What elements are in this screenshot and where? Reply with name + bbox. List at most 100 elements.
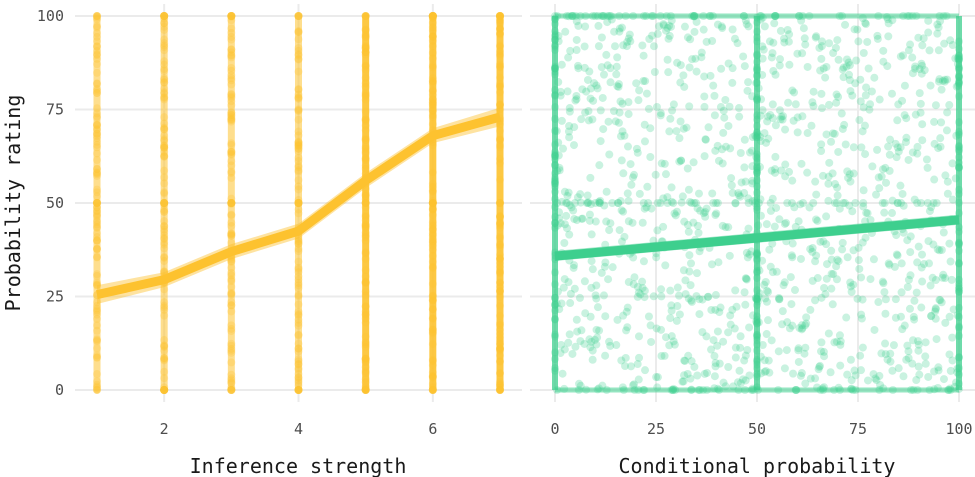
data-point xyxy=(872,190,881,199)
data-point xyxy=(620,232,629,241)
data-point xyxy=(746,148,755,157)
data-point xyxy=(619,207,628,216)
data-point xyxy=(833,255,842,264)
data-point xyxy=(835,331,844,340)
x-tick-label: 0 xyxy=(550,420,559,438)
data-point xyxy=(778,320,787,329)
data-point xyxy=(675,291,684,300)
data-point xyxy=(724,59,733,68)
data-point xyxy=(762,220,771,229)
data-point xyxy=(686,374,695,383)
data-point xyxy=(772,267,781,276)
data-point xyxy=(696,206,705,215)
data-point xyxy=(946,257,955,266)
data-point xyxy=(574,61,583,70)
data-point xyxy=(764,288,773,297)
data-point xyxy=(771,70,780,79)
data-point xyxy=(680,82,689,91)
data-point xyxy=(693,371,702,380)
data-point xyxy=(556,91,565,100)
data-point xyxy=(758,256,767,265)
data-point xyxy=(817,89,826,98)
data-point xyxy=(829,270,838,279)
data-point xyxy=(762,297,771,306)
data-point xyxy=(872,376,881,385)
data-point xyxy=(707,305,716,314)
data-point xyxy=(634,375,643,384)
data-point xyxy=(822,240,831,249)
data-point xyxy=(787,251,796,260)
data-point xyxy=(699,209,708,218)
data-point xyxy=(668,106,677,115)
data-point xyxy=(833,191,842,200)
data-point xyxy=(817,146,826,155)
data-point xyxy=(923,199,932,207)
data-point xyxy=(811,33,820,42)
data-point xyxy=(935,295,944,304)
left-x-tick-labels: 2 4 6 xyxy=(160,420,438,438)
data-point xyxy=(839,199,848,207)
data-point xyxy=(892,231,901,240)
data-point xyxy=(904,155,913,164)
data-point xyxy=(934,23,943,32)
data-point xyxy=(819,64,828,73)
data-point xyxy=(909,336,918,345)
data-point xyxy=(778,115,787,124)
data-point xyxy=(899,372,908,381)
data-point xyxy=(843,167,852,176)
data-point xyxy=(736,343,745,352)
data-point xyxy=(863,376,872,385)
data-point xyxy=(712,209,721,218)
data-point xyxy=(836,337,845,346)
data-point xyxy=(646,153,655,162)
data-point xyxy=(585,67,594,76)
data-point xyxy=(881,350,890,359)
data-point xyxy=(557,116,566,125)
data-point xyxy=(861,91,870,100)
data-point xyxy=(736,192,745,201)
data-point xyxy=(912,288,921,297)
data-point xyxy=(633,282,642,291)
data-point xyxy=(734,104,743,113)
data-point xyxy=(687,199,696,207)
data-point xyxy=(578,214,587,223)
data-point xyxy=(931,101,940,110)
data-point xyxy=(889,341,898,350)
data-point xyxy=(625,30,634,39)
data-point xyxy=(727,174,736,183)
data-point xyxy=(828,129,837,138)
data-point xyxy=(936,296,945,305)
data-point xyxy=(918,136,927,145)
data-point xyxy=(913,199,922,207)
data-point xyxy=(805,203,814,212)
data-point xyxy=(587,337,596,346)
data-point xyxy=(777,166,786,175)
data-point xyxy=(857,366,866,375)
data-point xyxy=(604,117,613,126)
data-point xyxy=(784,98,793,107)
data-point xyxy=(847,287,856,296)
data-point xyxy=(562,199,571,207)
data-point xyxy=(920,260,929,269)
data-point xyxy=(761,294,770,303)
data-point xyxy=(726,144,735,153)
data-point xyxy=(621,362,630,371)
data-point xyxy=(641,366,650,375)
data-point xyxy=(632,144,641,153)
data-point xyxy=(661,261,670,270)
data-point xyxy=(676,61,685,70)
data-point xyxy=(736,332,745,341)
data-point xyxy=(685,102,694,111)
data-point xyxy=(912,376,921,385)
data-point xyxy=(585,210,594,219)
data-point xyxy=(650,68,659,77)
data-point xyxy=(666,114,675,123)
data-point xyxy=(857,273,866,282)
data-point xyxy=(941,274,950,283)
data-point xyxy=(788,239,797,248)
data-point xyxy=(626,37,635,46)
data-point xyxy=(845,61,854,70)
right-x-tick-labels: 0 25 50 75 100 xyxy=(550,420,972,438)
data-point xyxy=(825,158,834,167)
